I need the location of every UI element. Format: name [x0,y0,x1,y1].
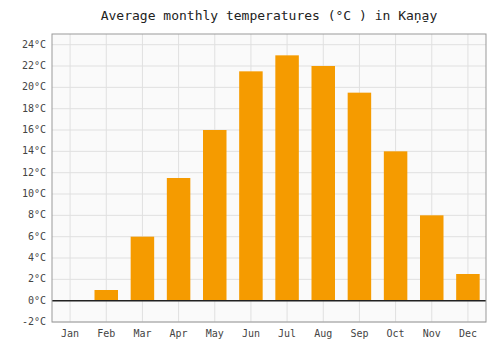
x-tick-label: Apr [170,328,188,339]
chart-title: Average monthly temperatures (°C ) in Ka… [101,8,438,24]
x-tick-label: Sep [350,328,368,339]
y-grid-line [52,130,486,131]
y-grid-line [52,172,486,173]
x-tick-label: Aug [314,328,332,339]
x-tick-label: Jul [278,328,296,339]
bar [167,178,191,301]
bar [239,71,263,300]
chart-svg: -2°C 0°C 2°C 4°C 6°C 8°C 10°C 12°C 14°C 16°C 18°C 2… [0,0,500,350]
y-tick-label: 22°C [22,60,46,71]
y-tick-label: 8°C [28,209,46,220]
y-grid-line [52,44,486,45]
x-tick-label: Jan [61,328,79,339]
bar [311,66,335,301]
y-grid-line [52,194,486,195]
y-grid-line [52,87,486,88]
bar [131,237,155,301]
axis-labels: -2°C 0°C 2°C 4°C 6°C 8°C 10°C 12°C 14°C 16°C 18°C 2… [22,39,477,339]
bar [420,215,444,300]
x-tick-label: May [206,328,224,339]
y-tick-label: 0°C [28,295,46,306]
y-grid-line [52,108,486,109]
bar [94,290,118,301]
zero-line [52,300,486,302]
y-grid-line [52,300,486,301]
bar [348,93,372,301]
y-tick-label: 4°C [28,252,46,263]
bar [275,55,299,300]
bar [203,130,227,301]
y-tick-label: 14°C [22,145,46,156]
y-tick-label: 16°C [22,124,46,135]
bar [384,151,408,300]
bars [94,55,479,300]
y-tick-label: 12°C [22,167,46,178]
y-grid-line [52,151,486,152]
x-tick-label: Oct [387,328,405,339]
y-tick-label: 2°C [28,273,46,284]
grid [52,34,486,322]
x-tick-label: Nov [423,328,441,339]
x-tick-label: Jun [242,328,260,339]
y-tick-label: 20°C [22,81,46,92]
y-tick-label: -2°C [22,316,46,327]
bar [456,274,480,301]
plot-background [52,34,486,322]
y-grid-line [52,66,486,67]
x-tick-label: Dec [459,328,477,339]
y-tick-label: 10°C [22,188,46,199]
y-tick-label: 6°C [28,231,46,242]
chart-container: -2°C 0°C 2°C 4°C 6°C 8°C 10°C 12°C 14°C 16°C 18°C 2… [0,0,500,350]
x-grid-line [70,34,71,322]
plot-frame [52,34,486,322]
y-tick-label: 24°C [22,39,46,50]
x-tick-label: Mar [133,328,151,339]
x-grid-line [106,34,107,322]
x-tick-label: Feb [97,328,115,339]
y-tick-label: 18°C [22,103,46,114]
